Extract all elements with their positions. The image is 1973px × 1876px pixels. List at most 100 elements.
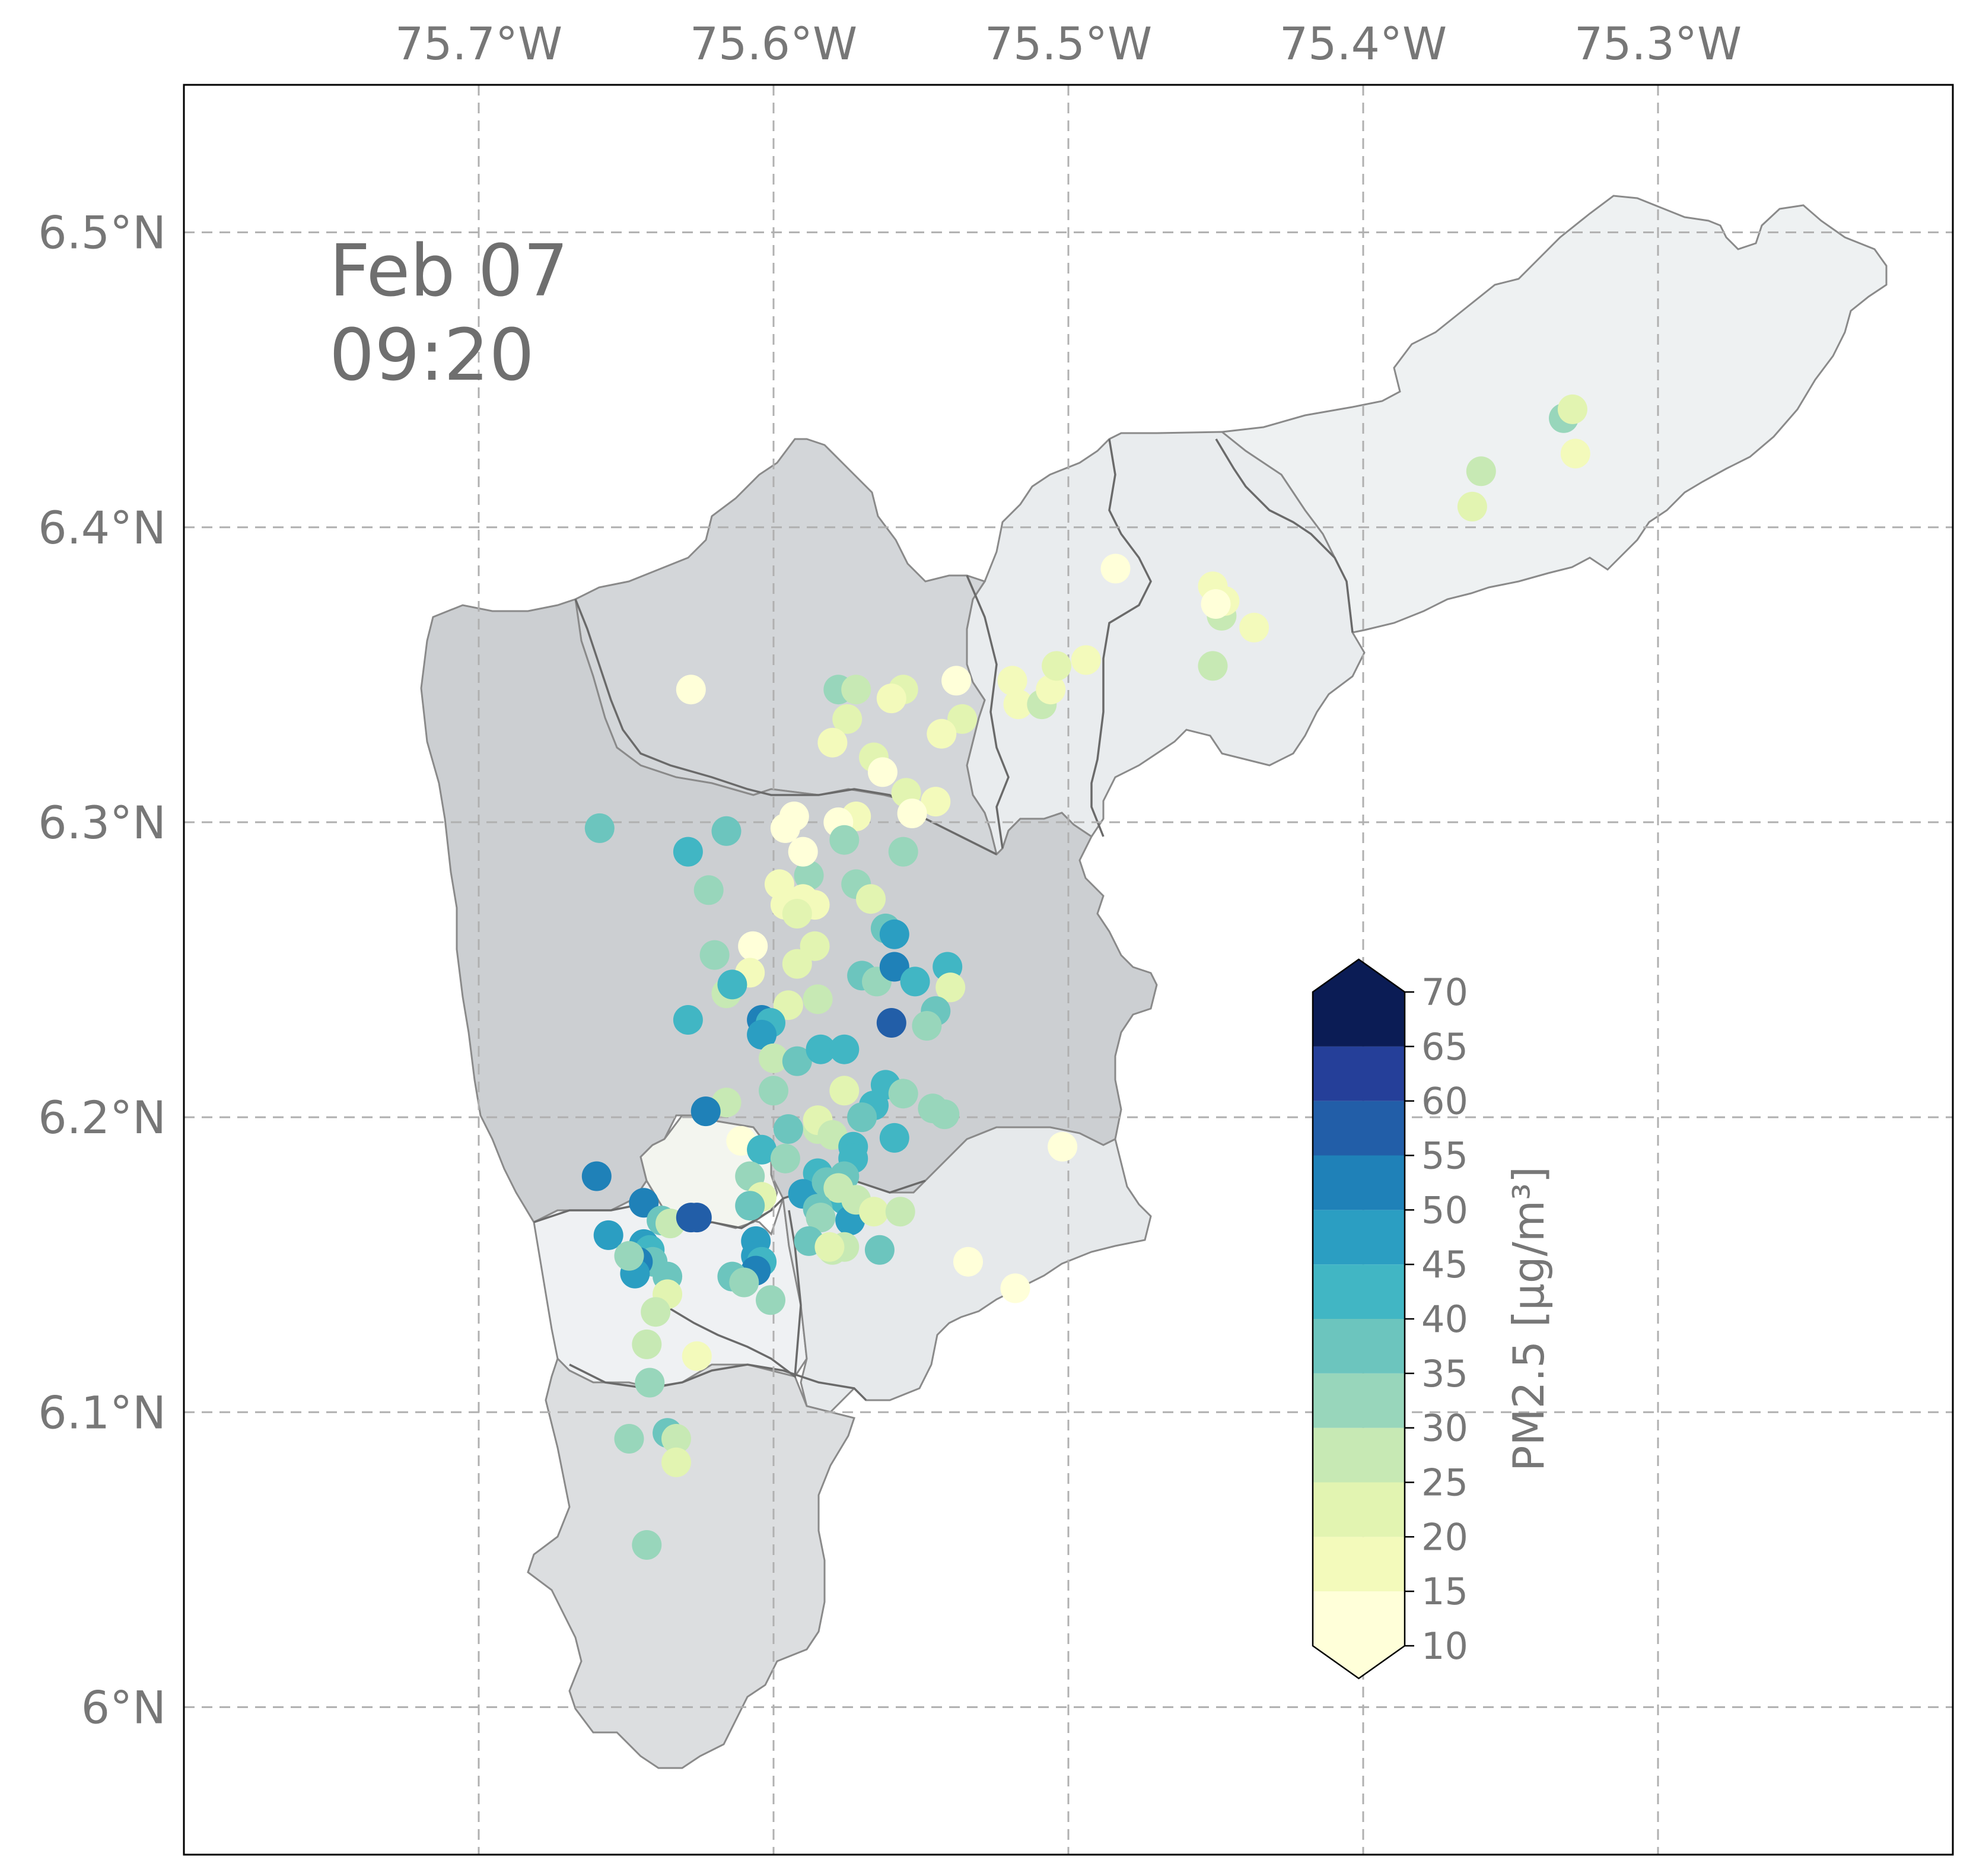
station-marker[interactable] — [699, 940, 730, 970]
station-marker[interactable] — [770, 1143, 800, 1174]
colorbar-tick-label: 15 — [1421, 1570, 1468, 1613]
station-marker[interactable] — [1036, 675, 1066, 705]
station-marker[interactable] — [953, 1247, 983, 1277]
station-marker[interactable] — [717, 969, 747, 1000]
station-marker[interactable] — [888, 1079, 918, 1109]
station-marker[interactable] — [1042, 651, 1072, 681]
station-marker[interactable] — [814, 1232, 845, 1262]
station-marker[interactable] — [1000, 1273, 1030, 1303]
station-marker[interactable] — [876, 683, 906, 714]
station-marker[interactable] — [782, 899, 812, 929]
station-marker[interactable] — [738, 931, 768, 961]
station-marker[interactable] — [661, 1424, 691, 1454]
colorbar-label: PM2.5 [μg/m³] — [1504, 1166, 1554, 1471]
station-marker[interactable] — [782, 1046, 812, 1076]
station-marker[interactable] — [947, 704, 978, 734]
station-marker[interactable] — [729, 1267, 759, 1298]
station-marker[interactable] — [1466, 456, 1496, 487]
station-marker[interactable] — [581, 1161, 612, 1191]
colorbar-bin — [1313, 1482, 1405, 1537]
station-marker[interactable] — [888, 837, 918, 867]
station-marker[interactable] — [747, 1134, 777, 1165]
station-marker[interactable] — [867, 757, 898, 787]
station-marker[interactable] — [1100, 554, 1131, 584]
station-marker[interactable] — [832, 704, 863, 734]
station-marker[interactable] — [682, 1203, 712, 1233]
border-line — [1215, 438, 1354, 633]
station-marker[interactable] — [921, 787, 951, 817]
station-marker[interactable] — [1048, 1131, 1078, 1162]
station-marker[interactable] — [927, 718, 957, 749]
station-marker[interactable] — [673, 837, 703, 867]
latitude-label: 6°N — [81, 1681, 166, 1734]
station-marker[interactable] — [876, 1008, 906, 1038]
station-marker[interactable] — [885, 1197, 915, 1227]
station-marker[interactable] — [690, 1096, 721, 1127]
colorbar-bin-min — [1313, 1591, 1405, 1678]
station-marker[interactable] — [770, 813, 800, 843]
station-marker[interactable] — [756, 1285, 785, 1315]
colorbar-bin — [1313, 1210, 1405, 1265]
station-marker[interactable] — [864, 1235, 895, 1265]
station-marker[interactable] — [788, 837, 818, 867]
station-marker[interactable] — [1003, 689, 1033, 720]
station-marker[interactable] — [806, 1034, 836, 1064]
station-marker[interactable] — [759, 1043, 788, 1073]
colorbar-tick-label: 40 — [1421, 1298, 1468, 1341]
station-marker[interactable] — [900, 966, 930, 997]
station-marker[interactable] — [841, 675, 871, 705]
border-line — [1090, 438, 1152, 837]
station-marker[interactable] — [1071, 645, 1101, 675]
station-marker[interactable] — [859, 1197, 889, 1227]
station-marker[interactable] — [829, 825, 860, 855]
station-marker[interactable] — [641, 1297, 671, 1327]
station-marker[interactable] — [632, 1530, 662, 1560]
latitude-label: 6.3°N — [38, 796, 166, 849]
station-marker[interactable] — [682, 1341, 712, 1371]
station-marker[interactable] — [593, 1220, 623, 1250]
station-marker[interactable] — [803, 984, 833, 1015]
station-marker[interactable] — [912, 1011, 942, 1041]
station-marker[interactable] — [711, 816, 742, 846]
station-marker[interactable] — [584, 813, 615, 843]
station-marker[interactable] — [829, 1034, 860, 1064]
station-marker[interactable] — [1198, 651, 1228, 681]
station-marker[interactable] — [879, 952, 909, 982]
station-marker[interactable] — [817, 727, 848, 758]
station-marker[interactable] — [747, 1019, 777, 1050]
station-marker[interactable] — [773, 1114, 803, 1144]
station-marker[interactable] — [693, 875, 724, 905]
colorbar-bin — [1313, 1319, 1405, 1373]
station-marker[interactable] — [635, 1368, 665, 1398]
station-marker[interactable] — [941, 666, 972, 696]
station-marker[interactable] — [1457, 491, 1487, 522]
station-marker[interactable] — [632, 1329, 662, 1359]
station-marker[interactable] — [856, 884, 886, 914]
station-marker[interactable] — [1239, 612, 1269, 643]
station-marker[interactable] — [1557, 394, 1587, 424]
station-marker[interactable] — [1201, 589, 1231, 619]
station-marker[interactable] — [879, 1123, 909, 1153]
station-marker[interactable] — [735, 1191, 765, 1221]
station-marker[interactable] — [759, 1076, 788, 1106]
station-marker[interactable] — [897, 799, 927, 828]
station-marker[interactable] — [935, 972, 966, 1003]
station-marker[interactable] — [806, 1203, 836, 1233]
station-marker[interactable] — [829, 1076, 860, 1106]
station-marker[interactable] — [673, 1005, 703, 1035]
station-marker[interactable] — [661, 1447, 691, 1477]
station-marker[interactable] — [782, 949, 812, 979]
longitude-label: 75.7°W — [395, 17, 562, 70]
station-marker[interactable] — [614, 1424, 644, 1454]
station-marker[interactable] — [847, 1102, 877, 1133]
station-marker[interactable] — [794, 860, 824, 891]
border-line — [966, 575, 1010, 849]
station-marker[interactable] — [676, 675, 706, 705]
station-marker[interactable] — [879, 919, 909, 949]
colorbar-bin — [1313, 1046, 1405, 1101]
station-marker[interactable] — [930, 1099, 960, 1130]
station-marker[interactable] — [997, 666, 1027, 696]
colorbar-bin — [1313, 1373, 1405, 1428]
station-marker[interactable] — [614, 1241, 644, 1271]
station-marker[interactable] — [1560, 438, 1590, 469]
